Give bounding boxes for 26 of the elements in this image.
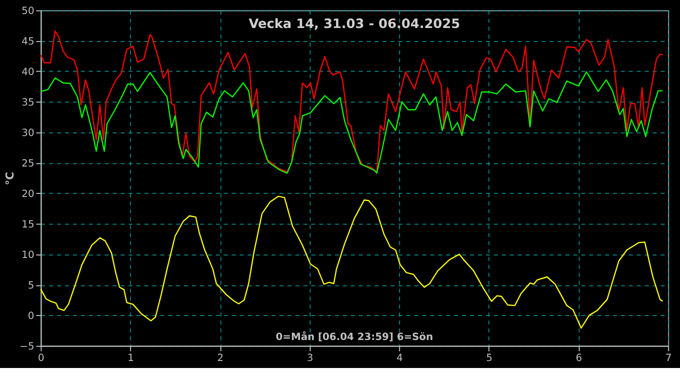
y-tick-label: 20 xyxy=(22,188,34,200)
y-tick-label: 45 xyxy=(22,36,34,48)
line-series xyxy=(40,30,664,173)
x-tick-label: 7 xyxy=(665,353,672,364)
y-tick-label: 30 xyxy=(22,128,34,139)
y-tick-label: 10 xyxy=(22,250,34,261)
x-tick-label: 4 xyxy=(396,353,403,364)
x-tick-label: 0 xyxy=(38,353,44,364)
y-tick-label: −5 xyxy=(20,341,34,352)
y-tick-label: 35 xyxy=(22,97,34,108)
text: Vecka 14, 31.03 - 06.04.2025 xyxy=(248,17,460,32)
y-tick-label: 0 xyxy=(28,310,34,322)
line-series xyxy=(40,196,664,329)
annotation: 0=Mån [06.04 23:59] 6=Sön xyxy=(276,330,434,343)
y-tick-label: 25 xyxy=(22,158,34,170)
y-tick-label: 50 xyxy=(22,6,34,17)
y-axis-title: °C xyxy=(4,172,17,186)
x-tick-label: 6 xyxy=(576,353,582,364)
x-tick-label: 2 xyxy=(217,353,224,364)
x-tick-label: 1 xyxy=(128,353,134,364)
y-tick-label: 5 xyxy=(28,280,34,292)
x-tick-label: 3 xyxy=(306,353,314,364)
y-tick-label: 15 xyxy=(22,219,34,230)
y-tick-label: 40 xyxy=(22,66,34,78)
line-series xyxy=(40,71,664,174)
x-tick-label: 5 xyxy=(486,353,492,364)
